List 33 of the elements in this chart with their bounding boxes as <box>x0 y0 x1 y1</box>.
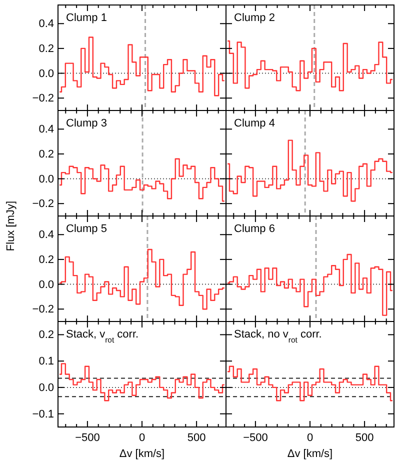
x-tick-label: 500 <box>355 432 374 444</box>
y-tick-label: −0.2 <box>32 198 54 210</box>
text: Clump 4 <box>234 118 275 130</box>
y-tick-label: 0.4 <box>38 18 54 30</box>
text: Clump 5 <box>66 223 107 235</box>
y-tick-label: −0.2 <box>32 304 54 316</box>
y-tick-label: 0.2 <box>38 148 54 160</box>
text: Clump 2 <box>234 12 275 24</box>
y-tick-label: −0.1 <box>32 408 54 420</box>
x-tick-label: −500 <box>243 432 268 444</box>
y-tick-label: 0.4 <box>38 229 54 242</box>
y-tick-label: 0.1 <box>38 356 54 368</box>
y-tick-label: 0.0 <box>38 382 54 394</box>
y-tick-label: 0.2 <box>38 42 54 55</box>
y-tick-label: 0.2 <box>38 329 54 342</box>
text: Clump 3 <box>66 118 107 130</box>
text: Clump 1 <box>66 12 107 24</box>
text: Clump 6 <box>234 223 275 235</box>
y-tick-label: −0.2 <box>32 92 54 105</box>
x-tick-label: −500 <box>75 432 100 444</box>
x-tick-label: 0 <box>306 432 314 444</box>
y-tick-label: 0.4 <box>38 124 54 136</box>
x-tick-label: 500 <box>187 432 206 444</box>
y-axis-title: Flux [mJy] <box>5 200 17 252</box>
x-axis-title: Δv [km/s] <box>287 448 333 460</box>
y-tick-label: 0.0 <box>38 68 54 80</box>
x-axis-title: Δv [km/s] <box>119 448 165 460</box>
x-tick-label: 0 <box>138 432 146 444</box>
y-tick-label: 0.0 <box>38 278 54 291</box>
text: Stack, v$_{rot}$ corr. <box>66 328 139 344</box>
y-tick-label: 0.0 <box>38 173 54 186</box>
text: Stack, no v$_{rot}$ corr. <box>234 328 322 344</box>
y-tick-label: 0.2 <box>38 254 54 266</box>
